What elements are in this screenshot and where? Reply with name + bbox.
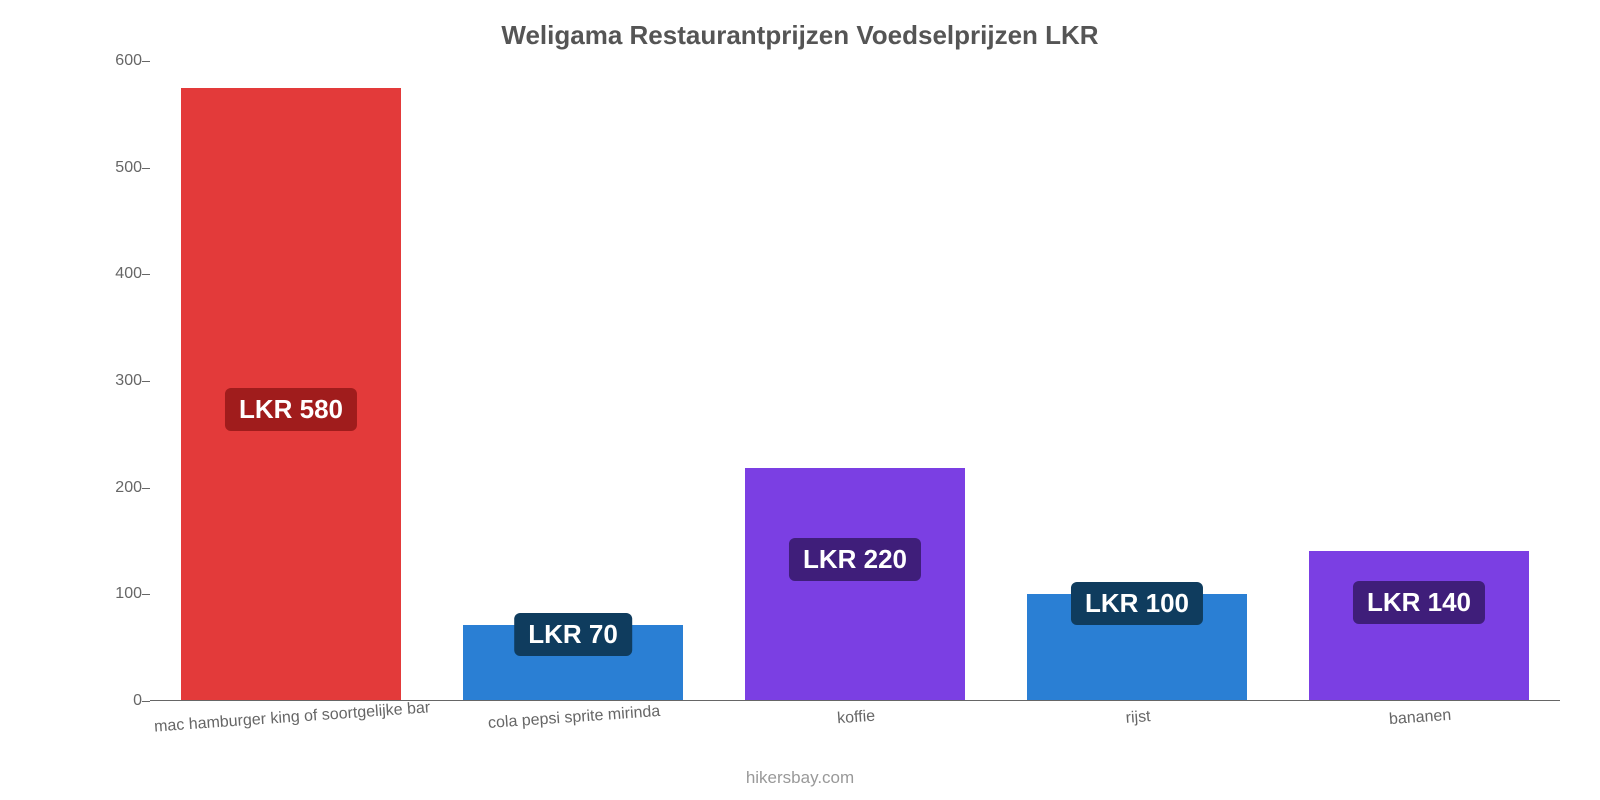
y-tick-label: 300: [115, 372, 142, 390]
y-tick-label: 400: [115, 265, 142, 283]
chart-title: Weligama Restaurantprijzen Voedselprijze…: [40, 20, 1560, 51]
bar-slot: LKR 70: [432, 61, 714, 700]
y-tick-label: 100: [115, 585, 142, 603]
plot-area: LKR 580 LKR 70 LKR 220 LKR 100 LKR 140: [150, 61, 1560, 701]
bars-layer: LKR 580 LKR 70 LKR 220 LKR 100 LKR 140: [150, 61, 1560, 700]
bar: LKR 220: [745, 468, 965, 700]
bar-slot: LKR 580: [150, 61, 432, 700]
bar-value-label: LKR 70: [514, 613, 632, 656]
chart-container: Weligama Restaurantprijzen Voedselprijze…: [0, 0, 1600, 800]
y-tick-label: 200: [115, 479, 142, 497]
bar-slot: LKR 140: [1278, 61, 1560, 700]
y-tick-label: 0: [133, 692, 142, 710]
bar-value-label: LKR 580: [225, 388, 357, 431]
bar: LKR 70: [463, 625, 683, 700]
bar: LKR 580: [181, 88, 401, 700]
x-axis: mac hamburger king of soortgelijke barco…: [150, 701, 1560, 727]
y-tick-label: 600: [115, 52, 142, 70]
bar: LKR 100: [1027, 594, 1247, 701]
y-axis: 0100200300400500600: [40, 61, 150, 701]
bar-value-label: LKR 100: [1071, 582, 1203, 625]
y-tick-label: 500: [115, 159, 142, 177]
bar-slot: LKR 220: [714, 61, 996, 700]
bar-value-label: LKR 140: [1353, 581, 1485, 624]
chart-footer: hikersbay.com: [0, 768, 1600, 788]
plot-row: 0100200300400500600 LKR 580LKR 70LKR 220…: [40, 61, 1560, 701]
bar-slot: LKR 100: [996, 61, 1278, 700]
bar: LKR 140: [1309, 551, 1529, 700]
bar-value-label: LKR 220: [789, 538, 921, 581]
